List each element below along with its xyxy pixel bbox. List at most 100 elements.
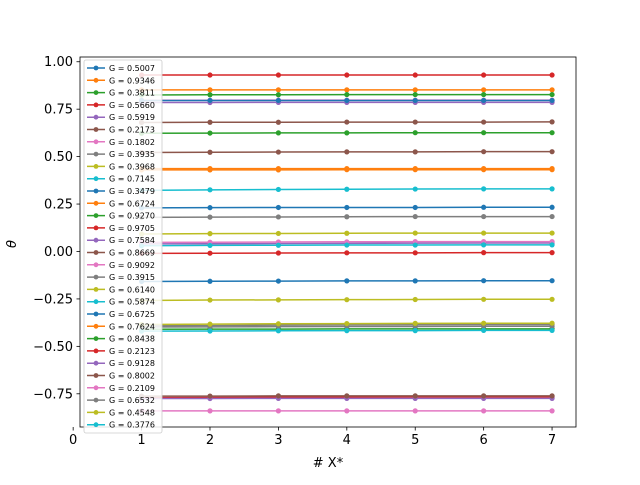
data-point xyxy=(344,149,349,154)
data-point xyxy=(413,321,418,326)
y-tick-label: 1.00 xyxy=(44,55,73,70)
legend-label: G = 0.8438 xyxy=(109,335,155,344)
data-point xyxy=(413,87,418,92)
data-point xyxy=(549,119,554,124)
data-point xyxy=(549,92,554,97)
data-point xyxy=(276,72,281,77)
legend-marker xyxy=(94,398,99,403)
data-point xyxy=(549,98,554,103)
legend-label: G = 0.6724 xyxy=(109,199,155,208)
legend-marker xyxy=(94,189,99,194)
data-point xyxy=(413,250,418,255)
data-point xyxy=(481,72,486,77)
legend-marker xyxy=(94,287,99,292)
data-point xyxy=(413,214,418,219)
legend-marker xyxy=(94,152,99,157)
data-point xyxy=(207,92,212,97)
data-point xyxy=(276,130,281,135)
data-point xyxy=(207,167,212,172)
legend-marker xyxy=(94,201,99,206)
data-point xyxy=(276,205,281,210)
data-point xyxy=(549,242,554,247)
legend-marker xyxy=(94,213,99,218)
legend-label: G = 0.5874 xyxy=(109,298,155,307)
data-point xyxy=(549,408,554,413)
legend-label: G = 0.5919 xyxy=(109,113,155,122)
legend-marker xyxy=(94,90,99,95)
data-point xyxy=(276,393,281,398)
data-point xyxy=(481,250,486,255)
data-point xyxy=(276,278,281,283)
data-point xyxy=(276,250,281,255)
data-point xyxy=(344,231,349,236)
data-point xyxy=(276,328,281,333)
data-point xyxy=(344,250,349,255)
legend-label: G = 0.3935 xyxy=(109,150,155,159)
x-tick-label: 2 xyxy=(206,433,214,448)
y-tick-label: −0.75 xyxy=(33,387,73,402)
y-tick-label: 0.50 xyxy=(44,150,73,165)
data-point xyxy=(413,167,418,172)
data-point xyxy=(207,205,212,210)
data-point xyxy=(481,321,486,326)
data-point xyxy=(481,242,486,247)
data-point xyxy=(207,130,212,135)
data-point xyxy=(344,187,349,192)
data-point xyxy=(481,408,486,413)
data-point xyxy=(413,297,418,302)
data-point xyxy=(481,92,486,97)
y-tick-label: −0.25 xyxy=(33,292,73,307)
legend-label: G = 0.2173 xyxy=(109,126,155,135)
data-point xyxy=(481,393,486,398)
legend-label: G = 0.2123 xyxy=(109,347,155,356)
data-point xyxy=(344,87,349,92)
legend-marker xyxy=(94,385,99,390)
legend-label: G = 0.7145 xyxy=(109,175,155,184)
data-point xyxy=(276,87,281,92)
legend-label: G = 0.9128 xyxy=(109,359,155,368)
data-point xyxy=(413,242,418,247)
x-tick-label: 1 xyxy=(137,433,145,448)
data-point xyxy=(413,278,418,283)
data-point xyxy=(413,205,418,210)
data-point xyxy=(481,186,486,191)
data-point xyxy=(276,120,281,125)
data-point xyxy=(413,408,418,413)
data-point xyxy=(276,408,281,413)
legend-marker xyxy=(94,361,99,366)
data-point xyxy=(207,297,212,302)
data-point xyxy=(413,393,418,398)
data-point xyxy=(207,243,212,248)
data-point xyxy=(207,98,212,103)
legend-marker xyxy=(94,299,99,304)
data-point xyxy=(549,321,554,326)
data-point xyxy=(344,119,349,124)
legend-marker xyxy=(94,103,99,108)
data-point xyxy=(481,149,486,154)
data-point xyxy=(276,98,281,103)
legend-label: G = 0.8002 xyxy=(109,372,155,381)
data-point xyxy=(207,322,212,327)
legend-label: G = 0.5007 xyxy=(109,64,155,73)
x-tick-label: 0 xyxy=(69,433,77,448)
data-point xyxy=(549,328,554,333)
data-point xyxy=(549,230,554,235)
legend-label: G = 0.3811 xyxy=(109,89,155,98)
legend-marker xyxy=(94,336,99,341)
data-point xyxy=(276,214,281,219)
data-point xyxy=(344,214,349,219)
data-point xyxy=(549,297,554,302)
data-point xyxy=(207,251,212,256)
legend-marker xyxy=(94,66,99,71)
legend-marker xyxy=(94,349,99,354)
data-point xyxy=(549,214,554,219)
legend-label: G = 0.3968 xyxy=(109,162,155,171)
legend-marker xyxy=(94,127,99,132)
legend-marker xyxy=(94,250,99,255)
data-point xyxy=(344,393,349,398)
legend-label: G = 0.4548 xyxy=(109,408,155,417)
data-point xyxy=(344,98,349,103)
data-point xyxy=(344,92,349,97)
legend-marker xyxy=(94,262,99,267)
